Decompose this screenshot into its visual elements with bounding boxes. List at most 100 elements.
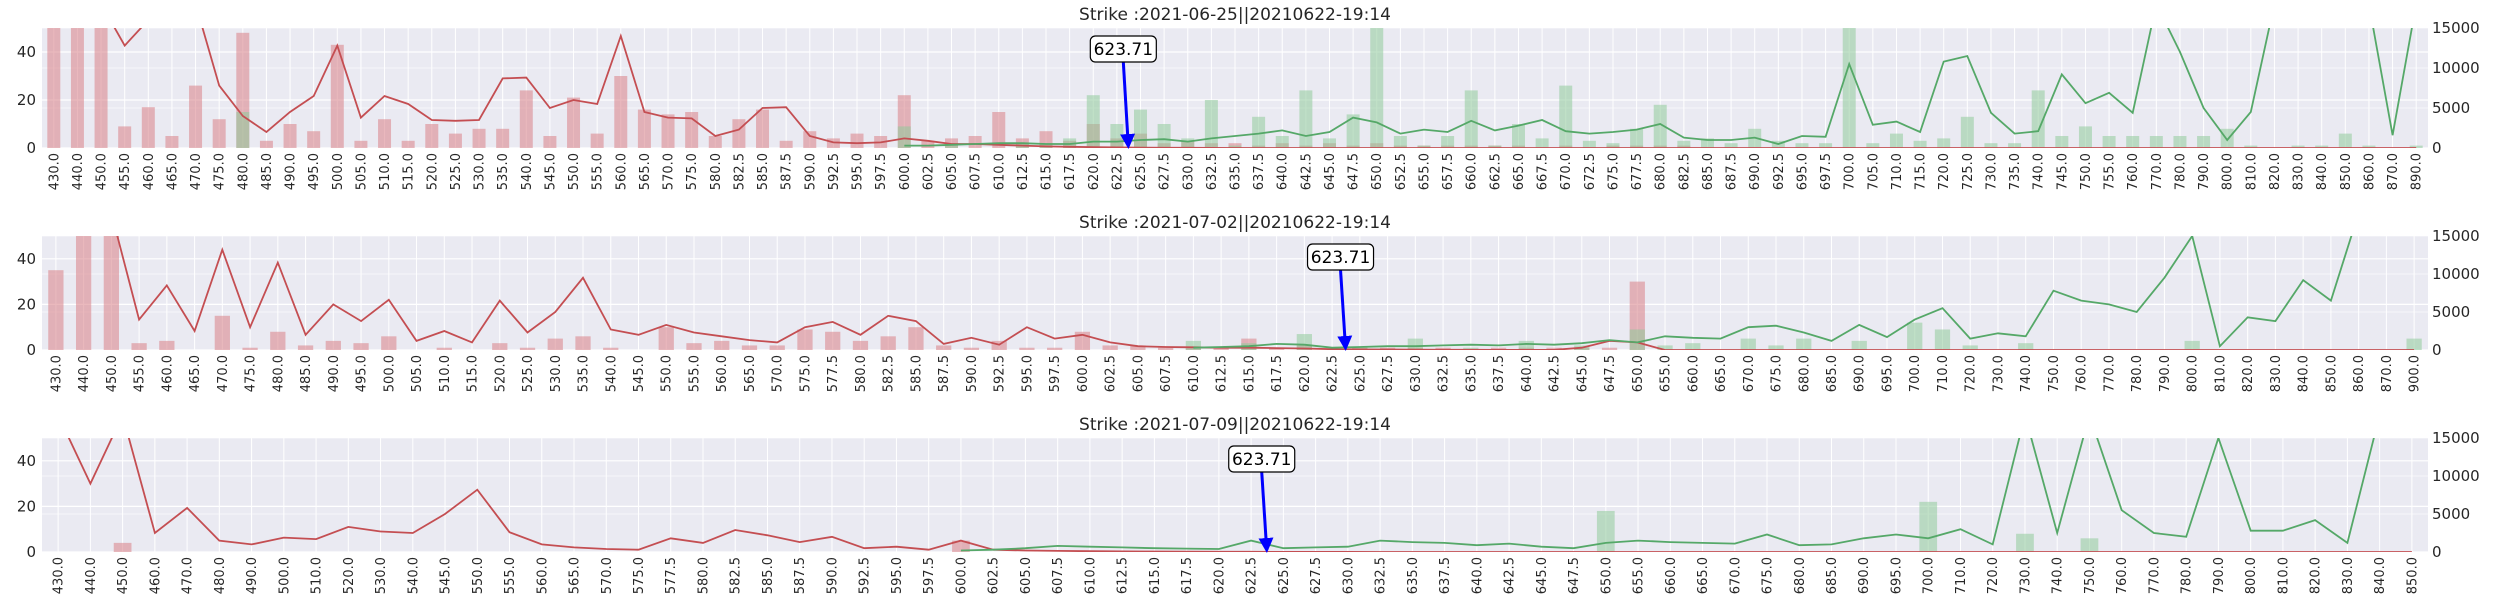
x-tick-label: 655.0 [1659, 355, 1674, 392]
bar-put [330, 44, 344, 148]
x-tick-label: 675.0 [1761, 557, 1776, 594]
y2-tick-label: 0 [2432, 139, 2442, 157]
x-tick-label: 590.0 [965, 355, 980, 392]
bar-put [425, 124, 439, 148]
y2-tick-label: 10000 [2432, 265, 2480, 283]
x-tick-label: 890.0 [2410, 153, 2425, 190]
chart-panel-3: Strike :2021-07-09||20210622-19:14 0 20 40 0… [17, 415, 2480, 594]
y-tick-label: 20 [17, 497, 36, 515]
x-tick-label: 637.5 [1438, 557, 1453, 594]
x-tick-label: 595.0 [890, 557, 905, 594]
x-tick-label: 465.0 [188, 355, 203, 392]
bar-call [2184, 340, 2200, 350]
x-tick-label: 730.0 [2019, 557, 2034, 594]
x-tick-label: 700.0 [1922, 557, 1937, 594]
x-tick-label: 475.0 [244, 355, 259, 392]
bar-put [118, 126, 132, 148]
x-tick-label: 600.0 [954, 557, 969, 594]
x-tick-label: 600.0 [898, 153, 913, 190]
bar-put [658, 327, 674, 350]
annotation-label: 623.71 [1311, 248, 1370, 268]
bar-put [1490, 347, 1507, 350]
x-tick-label: 700.0 [1908, 355, 1923, 392]
x-tick-label: 660.0 [1664, 557, 1679, 594]
x-tick-label: 565.0 [743, 355, 758, 392]
bar-put [567, 97, 581, 148]
x-tick-label: 610.0 [1083, 557, 1098, 594]
x-tick-label: 490.0 [245, 557, 260, 594]
bar-call [2244, 145, 2258, 148]
bar-call [1851, 340, 1867, 350]
x-tick-label: 535.0 [496, 153, 511, 190]
bar-put [214, 315, 230, 350]
x-tick-label: 500.0 [382, 355, 397, 392]
x-tick-label: 597.5 [874, 153, 889, 190]
bar-call [1606, 143, 1620, 148]
series-line-2 [67, 438, 2412, 552]
x-tick-label: 602.5 [987, 557, 1002, 594]
x-tick-label: 510.0 [378, 153, 393, 190]
bar-put [797, 329, 813, 350]
x-tick-label: 550.0 [567, 153, 582, 190]
x-tick-label: 745.0 [2055, 153, 2070, 190]
x-tick-label: 730.0 [1985, 153, 2000, 190]
y-tick-label: 40 [17, 250, 36, 268]
bar-put [756, 109, 770, 148]
x-tick-label: 505.0 [410, 355, 425, 392]
y2-tick-label: 15000 [2432, 429, 2480, 447]
bar-call [2055, 136, 2069, 148]
bar-put [259, 140, 273, 148]
x-tick-label: 740.0 [2051, 557, 2066, 594]
x-tick-label: 710.0 [1936, 355, 1951, 392]
x-tick-label: 592.5 [827, 153, 842, 190]
x-tick-label: 587.5 [937, 355, 952, 392]
x-tick-label: 625.0 [1277, 557, 1292, 594]
x-tick-label: 597.5 [1048, 355, 1063, 392]
x-tick-label: 630.0 [1409, 355, 1424, 392]
x-tick-label: 850.0 [2324, 355, 2339, 392]
bar-call [1653, 104, 1667, 148]
y-tick-label: 40 [17, 452, 36, 470]
bar-call [1889, 133, 1903, 148]
x-tick-label: 750.0 [2047, 355, 2062, 392]
x-tick-label: 810.0 [2244, 153, 2259, 190]
bar-put [212, 119, 226, 148]
bar-put [242, 347, 258, 350]
bar-put [94, 28, 108, 148]
bar-put [708, 136, 722, 148]
x-tick-label: 720.0 [1986, 557, 2001, 594]
x-tick-label: 685.0 [1701, 153, 1716, 190]
bar-call [1740, 338, 1756, 350]
x-tick-label: 495.0 [355, 355, 370, 392]
x-tick-label: 670.0 [1728, 557, 1743, 594]
x-tick-label: 645.0 [1575, 355, 1590, 392]
x-tick-label: 790.0 [2158, 355, 2173, 392]
x-tick-label: 600.0 [1076, 355, 1091, 392]
annotation-box [1306, 243, 1375, 271]
x-tick-label: 760.0 [2126, 153, 2141, 190]
bar-call [1700, 138, 1714, 148]
x-tick-label: 705.0 [1866, 153, 1881, 190]
x-tick-label: 850.0 [2339, 153, 2354, 190]
x-tick-label: 582.5 [882, 355, 897, 392]
bar-call [1559, 85, 1573, 148]
x-tick-label: 460.0 [142, 153, 157, 190]
x-tick-label: 840.0 [2315, 153, 2330, 190]
x-tick-label: 655.0 [1418, 153, 1433, 190]
x-tick-label: 660.0 [1686, 355, 1701, 392]
x-tick-label: 675.0 [1770, 355, 1785, 392]
x-tick-label: 605.0 [1131, 355, 1146, 392]
bar-call [1322, 138, 1336, 148]
bar-put [354, 140, 368, 148]
x-tick-label: 595.0 [1020, 355, 1035, 392]
x-tick-label: 657.5 [1441, 153, 1456, 190]
x-tick-label: 530.0 [549, 355, 564, 392]
bar-call [2102, 136, 2116, 148]
x-tick-label: 637.5 [1492, 355, 1507, 392]
x-tick-label: 535.0 [577, 355, 592, 392]
x-tick-label: 632.5 [1205, 153, 1220, 190]
bar-put [732, 119, 746, 148]
x-tick-label: 440.0 [77, 355, 92, 392]
bar-call [1677, 140, 1691, 148]
x-tick-label: 602.5 [1104, 355, 1119, 392]
